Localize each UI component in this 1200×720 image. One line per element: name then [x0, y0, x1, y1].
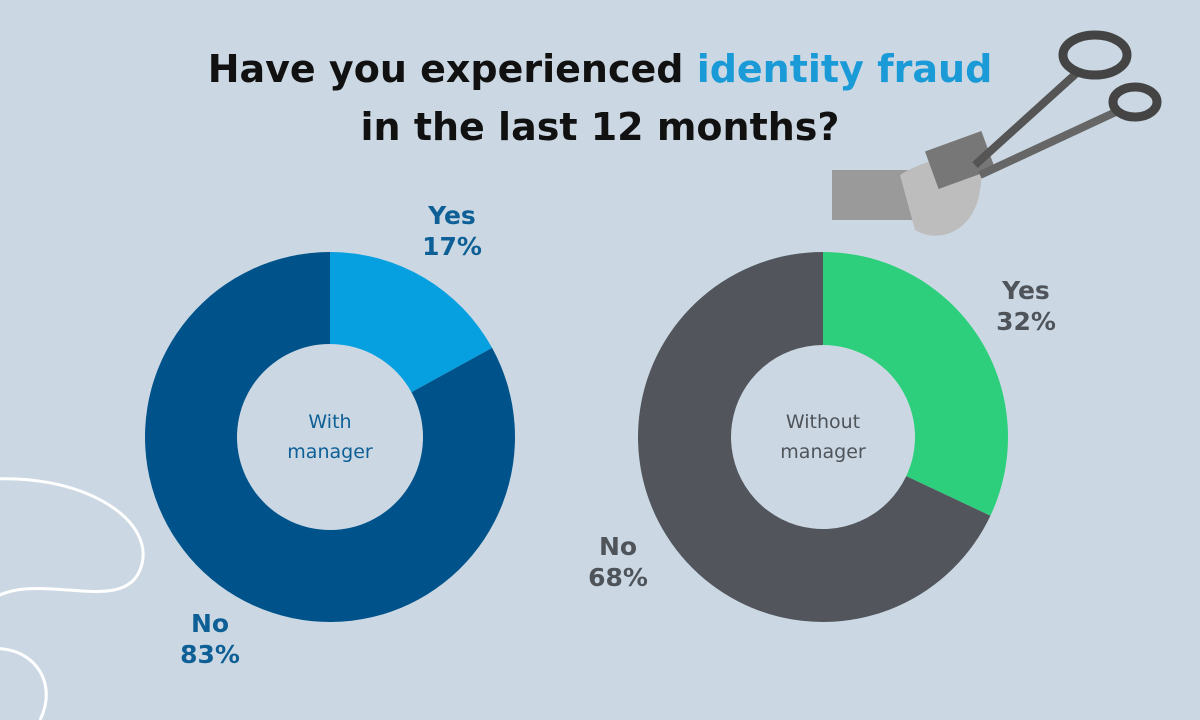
- slice-label: Yes 17%: [402, 200, 502, 262]
- category-label: Yes: [428, 201, 476, 230]
- category-label: No: [190, 609, 230, 638]
- donut-slice: [330, 252, 493, 393]
- center-label: With manager: [287, 411, 373, 463]
- scissors-hand-image: [832, 30, 1162, 236]
- title-text: Have you experienced: [207, 47, 684, 91]
- category-label: Yes: [1002, 276, 1050, 305]
- title-text: in the last 12 months?: [360, 105, 840, 149]
- title-highlight: identity fraud: [696, 47, 993, 91]
- donut-slice: [144, 251, 515, 622]
- value-label: 32%: [996, 307, 1056, 336]
- slice-label: Yes 32%: [976, 275, 1076, 337]
- value-label: 83%: [180, 640, 240, 669]
- slice-label: No 83%: [160, 608, 260, 670]
- value-label: 68%: [588, 563, 648, 592]
- donut-slice: [638, 251, 991, 622]
- title: Have you experienced identity fraud in t…: [0, 40, 1200, 156]
- donut-slice: [823, 252, 1008, 516]
- value-label: 17%: [422, 232, 482, 261]
- category-label: No: [598, 532, 638, 561]
- center-label: Without manager: [780, 411, 866, 463]
- decoration-curve: [0, 477, 145, 720]
- slice-label: No 68%: [568, 531, 668, 593]
